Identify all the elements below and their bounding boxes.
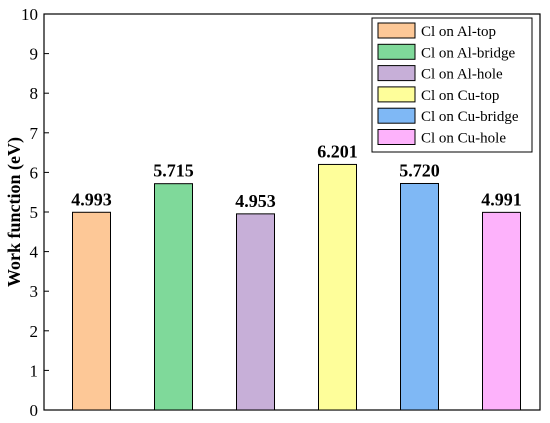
bar-value-label: 4.993 [71, 189, 112, 209]
bars [72, 163, 521, 411]
bar [400, 182, 439, 411]
y-tick-label: 2 [30, 322, 39, 341]
legend: Cl on Al-top Cl on Al-bridge Cl on Al-hole… [371, 17, 533, 153]
legend-swatch [377, 107, 416, 124]
y-tick-label: 3 [30, 282, 39, 301]
y-tick-label: 8 [30, 84, 39, 103]
y-tick-label: 10 [21, 5, 38, 24]
legend-swatch [377, 86, 416, 103]
y-tick-label: 9 [30, 45, 39, 64]
legend-entry-label: Cl on Cu-hole [421, 131, 506, 147]
y-tick-label: 7 [30, 124, 39, 143]
y-tick-label: 1 [30, 361, 39, 380]
bar-value-label: 4.991 [481, 189, 522, 209]
legend-entry-label: Cl on Cu-bridge [421, 109, 519, 125]
bar [154, 183, 193, 411]
legend-swatch [377, 43, 416, 60]
y-axis-title: Work function (eV) [4, 137, 25, 287]
data-labels: 4.993 5.715 4.953 6.201 5.720 4.991 [71, 141, 522, 210]
y-tick-label: 0 [30, 401, 39, 420]
legend-swatch [377, 65, 416, 82]
y-tick-label: 6 [30, 163, 39, 182]
legend-swatch [377, 22, 416, 39]
y-tick-label: 4 [30, 243, 39, 262]
y-tick-label: 5 [30, 203, 39, 222]
legend-entry-label: Cl on Cu-top [421, 88, 499, 104]
legend-entry-label: Cl on Al-bridge [421, 45, 516, 61]
bar [72, 211, 111, 411]
bar [236, 213, 275, 411]
bar-value-label: 6.201 [317, 141, 358, 161]
bar [482, 211, 521, 411]
legend-entry-label: Cl on Al-top [421, 24, 496, 40]
bar [318, 163, 357, 411]
legend-entry-label: Cl on Al-hole [421, 67, 503, 83]
legend-swatch [377, 129, 416, 145]
bar-value-label: 4.953 [235, 191, 276, 211]
bar-value-label: 5.720 [399, 160, 440, 180]
bar-value-label: 5.715 [153, 161, 194, 181]
y-axis: 0 1 2 3 4 5 6 7 8 9 10 [21, 5, 49, 420]
